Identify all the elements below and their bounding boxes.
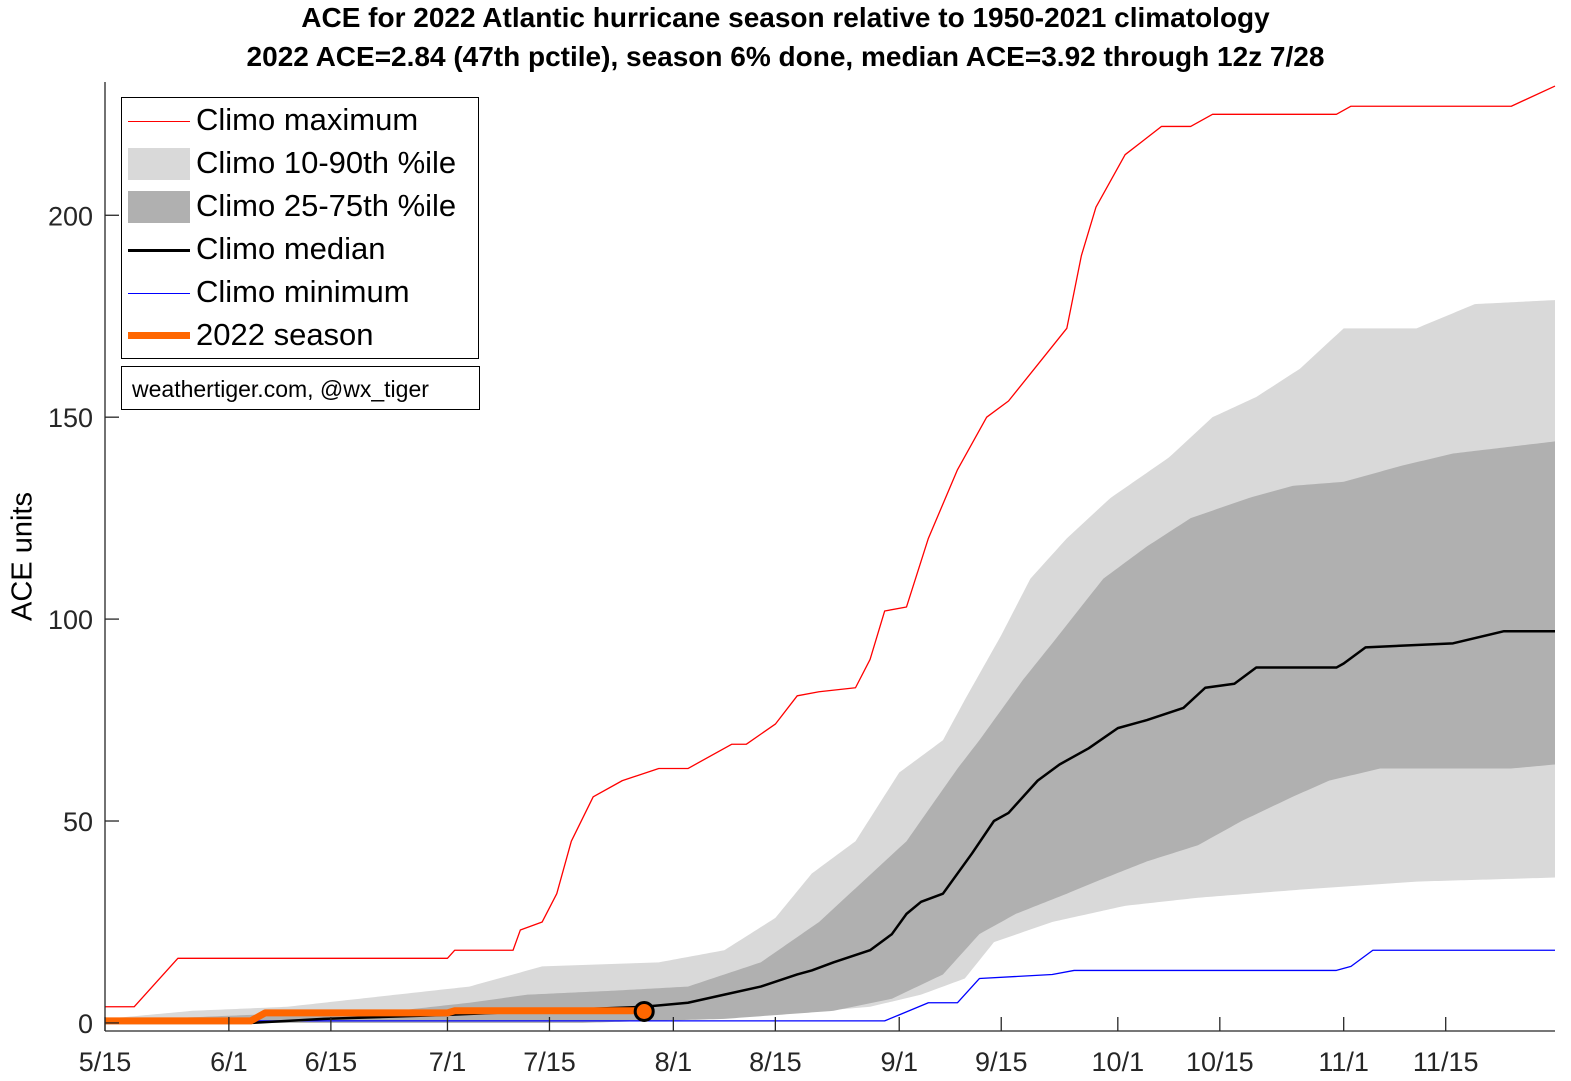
legend-swatch: [128, 332, 190, 339]
x-tick-label: 6/1: [210, 1047, 248, 1077]
legend-item-25-75: Climo 25-75th %ile: [122, 186, 478, 229]
legend-item-min: Climo minimum: [122, 272, 478, 315]
legend-label: Climo 10-90th %ile: [196, 145, 457, 180]
legend-label: Climo median: [196, 231, 386, 266]
series-climo-median: [105, 629, 1555, 1025]
legend-item-2022: 2022 season: [122, 315, 478, 358]
series-climo-maximum: [105, 85, 1556, 1008]
x-tick-label: 9/15: [975, 1047, 1028, 1077]
chart-subtitle: 2022 ACE=2.84 (47th pctile), season 6% d…: [246, 41, 1325, 72]
x-tick-label: 8/15: [749, 1047, 802, 1077]
x-tick-label: 6/15: [305, 1047, 358, 1077]
legend-item-median: Climo median: [122, 229, 478, 272]
chart-title: ACE for 2022 Atlantic hurricane season r…: [301, 2, 1270, 33]
series-climo-minimum: [105, 949, 1555, 1022]
x-tick-label: 11/1: [1318, 1047, 1369, 1077]
current-point-marker: [633, 1000, 655, 1022]
legend-swatch: [128, 121, 190, 122]
y-tick-label: 50: [63, 807, 93, 837]
legend-swatch: [128, 148, 190, 180]
band-25-75: [105, 441, 1555, 1023]
x-tick-label: 7/1: [429, 1047, 467, 1077]
legend-swatch: [128, 191, 190, 223]
x-tick-label: 7/15: [523, 1047, 576, 1077]
x-tick-label: 9/1: [880, 1047, 918, 1077]
x-tick-label: 10/15: [1186, 1047, 1254, 1077]
legend-swatch: [128, 293, 190, 294]
legend-label: 2022 season: [196, 317, 374, 352]
legend-label: Climo maximum: [196, 102, 419, 137]
series-2022-season: [105, 1007, 645, 1025]
x-tick-label: 8/1: [655, 1047, 693, 1077]
legend-item-10-90: Climo 10-90th %ile: [122, 143, 478, 186]
y-tick-label: 100: [48, 605, 93, 635]
x-tick-label: 10/1: [1092, 1047, 1145, 1077]
x-tick-label: 5/15: [79, 1047, 132, 1077]
legend-item-max: Climo maximum: [122, 100, 478, 143]
y-tick-label: 200: [48, 201, 93, 231]
legend-swatch: [128, 249, 190, 252]
x-tick-label: 11/15: [1413, 1047, 1479, 1077]
y-tick-label: 0: [78, 1009, 93, 1039]
attribution: weathertiger.com, @wx_tiger: [121, 366, 480, 410]
legend: Climo maximum Climo 10-90th %ile Climo 2…: [121, 97, 479, 359]
legend-label: Climo 25-75th %ile: [196, 188, 457, 223]
legend-label: Climo minimum: [196, 274, 410, 309]
y-tick-label: 150: [48, 403, 93, 433]
